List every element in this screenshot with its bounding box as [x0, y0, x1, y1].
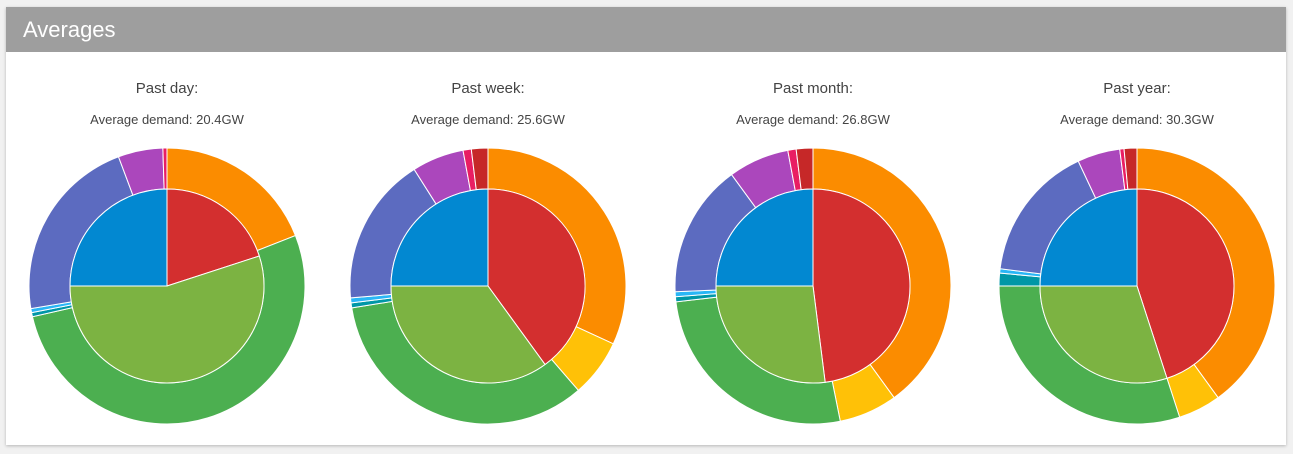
inner-slice[interactable]: [166, 188, 260, 287]
chart-subtitle: Average demand: 20.4GW: [90, 112, 244, 127]
inner-slice[interactable]: [812, 188, 911, 383]
inner-slice[interactable]: [69, 188, 168, 287]
inner-slice[interactable]: [1039, 285, 1168, 384]
inner-slice[interactable]: [1136, 188, 1235, 379]
chart-subtitle: Average demand: 25.6GW: [411, 112, 565, 127]
chart-subtitle: Average demand: 26.8GW: [736, 112, 890, 127]
chart-title: Past day:: [135, 80, 199, 97]
panel-title: Averages: [23, 16, 116, 42]
inner-slice[interactable]: [390, 188, 489, 287]
chart-title: Past week:: [451, 80, 525, 97]
chart-subtitle: Average demand: 30.3GW: [1060, 112, 1214, 127]
inner-slice[interactable]: [487, 188, 586, 366]
donut-chart: [349, 147, 627, 425]
chart-past-year: Past year: Average demand: 30.3GW: [977, 52, 1293, 445]
chart-past-day: Past day: Average demand: 20.4GW: [7, 52, 327, 445]
inner-slice[interactable]: [390, 285, 546, 384]
chart-past-month: Past month: Average demand: 26.8GW: [653, 52, 973, 445]
outer-slice[interactable]: [162, 147, 168, 190]
chart-past-week: Past week: Average demand: 25.6GW: [328, 52, 648, 445]
inner-slice[interactable]: [715, 285, 826, 384]
charts-row: Past day: Average demand: 20.4GW Past we…: [6, 52, 1286, 445]
panel-header: Averages: [6, 7, 1286, 52]
donut-chart: [674, 147, 952, 425]
averages-panel: Averages Past day: Average demand: 20.4G…: [6, 7, 1286, 445]
inner-slice[interactable]: [715, 188, 814, 287]
inner-slice[interactable]: [1039, 188, 1138, 287]
chart-title: Past year:: [1103, 80, 1171, 97]
chart-title: Past month:: [772, 80, 854, 97]
donut-chart: [998, 147, 1276, 425]
inner-slice[interactable]: [69, 255, 265, 384]
donut-chart: [28, 147, 306, 425]
